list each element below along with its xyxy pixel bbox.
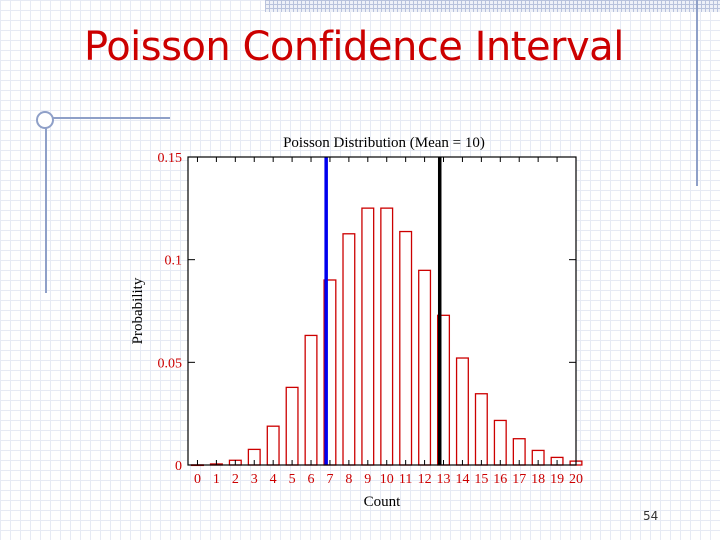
poisson-chart: 0 1 2 3 4 5 6 7 8 9 10 11 12 13 14 15 16 17 18 19 20 0 0.05 0.1… xyxy=(120,125,600,515)
y-tick-label-3: 0.15 xyxy=(158,151,183,166)
x-tick-label-4: 4 xyxy=(270,472,277,487)
plot-frame xyxy=(187,156,577,466)
x-tick-label-3: 3 xyxy=(251,472,258,487)
slide-title: Poisson Confidence Interval xyxy=(84,24,624,70)
decorative-top-bar xyxy=(265,0,720,12)
decorative-circle xyxy=(36,111,54,129)
x-tick-label-17: 17 xyxy=(512,472,526,487)
x-tick-label-7: 7 xyxy=(326,472,333,487)
decorative-right-line xyxy=(696,0,698,186)
y-tick-label-1: 0.05 xyxy=(158,356,183,371)
chart-title: Poisson Distribution (Mean = 10) xyxy=(283,135,485,151)
x-tick-label-8: 8 xyxy=(345,472,352,487)
poisson-chart-svg: 0 1 2 3 4 5 6 7 8 9 10 11 12 13 14 15 16 17 18 19 2000.050.1… xyxy=(130,135,584,510)
x-axis-label: Count xyxy=(364,494,402,510)
y-tick-label-2: 0.1 xyxy=(165,254,183,269)
x-tick-label-20: 20 xyxy=(569,472,583,487)
ticks-layer: 0 1 2 3 4 5 6 7 8 9 10 11 12 13 14 15 16 17 18 19 2000.050.1… xyxy=(158,151,584,487)
x-tick-label-6: 6 xyxy=(308,472,315,487)
decorative-left-horizontal-line xyxy=(45,117,170,119)
y-tick-label-0: 0 xyxy=(175,459,182,474)
x-tick-label-15: 15 xyxy=(474,472,488,487)
x-tick-label-16: 16 xyxy=(493,472,507,487)
x-tick-label-10: 10 xyxy=(380,472,394,487)
x-tick-label-0: 0 xyxy=(194,472,201,487)
x-tick-label-14: 14 xyxy=(455,472,469,487)
x-tick-label-1: 1 xyxy=(213,472,220,487)
x-tick-label-12: 12 xyxy=(418,472,432,487)
x-tick-label-18: 18 xyxy=(531,472,545,487)
x-tick-label-11: 11 xyxy=(399,472,412,487)
page-number: 54 xyxy=(643,509,659,523)
decorative-left-line xyxy=(45,113,47,293)
vertical-lines-layer xyxy=(324,157,442,465)
x-tick-label-9: 9 xyxy=(364,472,371,487)
x-tick-label-2: 2 xyxy=(232,472,239,487)
x-tick-label-5: 5 xyxy=(289,472,296,487)
x-tick-label-13: 13 xyxy=(437,472,451,487)
x-tick-label-19: 19 xyxy=(550,472,564,487)
plot-area xyxy=(188,157,576,465)
y-axis-label: Probability xyxy=(130,277,146,344)
